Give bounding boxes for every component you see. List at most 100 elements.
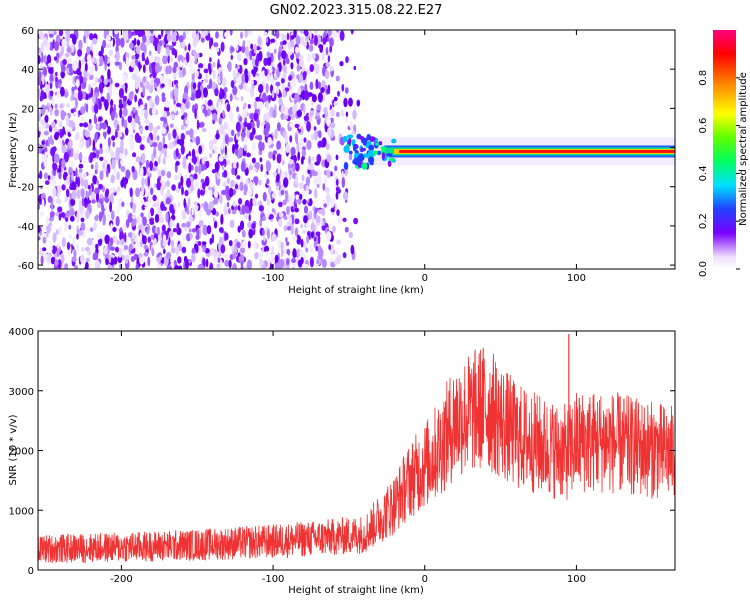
spectrogram-cell [285, 143, 290, 154]
spectrogram-cell [260, 163, 264, 173]
colorbar-label: Normalized spectral amplitude [738, 72, 749, 226]
spectrogram-cell [232, 201, 237, 207]
spectrogram-cell [263, 113, 266, 122]
spectrogram-cell [170, 239, 175, 249]
spectrogram-cell [78, 59, 82, 71]
carrier-turbulence [346, 134, 354, 139]
spectrogram-cell [201, 156, 205, 165]
spectrogram-cell [299, 30, 304, 34]
spectrogram-cell [266, 178, 270, 185]
spectrogram-cell [62, 59, 67, 66]
spectrogram-cell [141, 234, 146, 245]
spectrogram-cell [254, 108, 259, 114]
spectrogram-cell [234, 238, 238, 244]
spectrogram-cell [114, 172, 118, 181]
spectrogram-cell [48, 62, 53, 67]
spectrogram-cell [249, 86, 255, 98]
spectrogram-cell [266, 100, 269, 110]
spectrogram-cell [170, 123, 174, 129]
spectrogram-cell [187, 196, 191, 208]
carrier-turbulence [391, 138, 397, 144]
spectrogram-cell [192, 37, 198, 48]
spectrogram-cell [281, 65, 286, 71]
spectrogram-cell [79, 122, 84, 127]
colorbar-tick-label: 0.4 [698, 165, 709, 181]
spectrogram-cell [282, 199, 287, 206]
spectrogram-cell [76, 176, 81, 188]
spectrogram-cell [48, 33, 54, 38]
spectrogram-cell [201, 246, 206, 252]
spectrogram-cell [219, 71, 223, 82]
spectrogram-cell [290, 112, 295, 120]
carrier-turbulence [360, 147, 364, 153]
spectrogram-cell [230, 179, 235, 188]
spectrogram-cell [59, 103, 63, 109]
spectrogram-cell [236, 44, 239, 52]
spectrogram-cell [235, 96, 240, 101]
spectrogram-cell [84, 30, 90, 39]
spectrogram-cell [219, 124, 225, 135]
spectrogram-cell [326, 230, 332, 241]
spectrogram-cell [282, 40, 287, 45]
spectrogram-cell [295, 35, 301, 46]
spectrogram-cell [196, 119, 200, 130]
spectrogram-cell [115, 215, 120, 227]
spectrogram-cell [314, 35, 318, 46]
spectrogram-cell [348, 97, 353, 107]
spectrogram-cell [296, 109, 302, 118]
spectrogram-cell [63, 151, 69, 163]
spectrogram-cell [289, 122, 295, 128]
spectrogram-cell [73, 249, 77, 258]
spectrogram-cell [343, 97, 348, 108]
spectrogram-panel: -200 -100 0 100 60 40 20 0 -20 -40 -60 Height of … [8, 26, 676, 296]
spectrogram-cell [38, 225, 41, 233]
spectrogram-cell [249, 112, 254, 120]
spectrogram-cell [259, 157, 263, 163]
spectrogram-cell [265, 83, 269, 94]
y-tick-label: 3000 [9, 387, 34, 398]
spectrogram-cell [54, 103, 58, 109]
spectrogram-cell [52, 162, 58, 171]
snr-x-ticks: -200 -100 0 100 [110, 331, 586, 585]
spectrogram-cell [349, 120, 353, 130]
spectrogram-cell [191, 228, 197, 233]
spectrogram-cell [328, 30, 332, 37]
spectrogram-cell [52, 232, 57, 244]
spectrogram-cell [116, 124, 120, 132]
spectrogram-cell [127, 232, 133, 238]
spectrogram-cell [70, 147, 74, 158]
spectrogram-cell [89, 33, 94, 41]
spectrogram-cell [71, 190, 77, 200]
spectrogram-cell [49, 106, 53, 116]
spectrogram-cell [244, 73, 249, 84]
spectrogram-cell [87, 192, 91, 197]
spectrogram-cell [72, 236, 76, 244]
spectrogram-cell [208, 201, 214, 211]
spectrogram-cell [233, 188, 236, 196]
spectrogram-cell [236, 106, 240, 113]
spectrogram-cell [198, 52, 203, 58]
spectrogram-cell [172, 31, 178, 37]
spectrogram-cell [194, 243, 198, 250]
spectrogram-cell [221, 189, 227, 196]
spectrogram-cell [58, 246, 61, 253]
spectrogram-cell [96, 123, 100, 131]
spectrogram-cell [255, 243, 260, 249]
spectrogram-cell [318, 208, 323, 215]
spectrogram-cell [110, 99, 114, 107]
spectrogram-cell [41, 198, 45, 209]
spectrogram-cell [231, 205, 235, 211]
spectrogram-cell [240, 131, 246, 138]
spectrogram-cell [151, 106, 157, 116]
spectrogram-cell [163, 147, 167, 158]
spectrogram-cell [323, 32, 326, 39]
spectrogram-cell [41, 153, 45, 163]
spectrogram-cell [263, 127, 269, 137]
spectrogram-cell [206, 208, 211, 216]
spectrogram-cell [271, 192, 276, 199]
spectrogram-cell [150, 75, 154, 87]
spectrogram-cell [257, 36, 263, 46]
spectrogram-cell [178, 182, 182, 189]
spectrogram-cell [304, 90, 310, 101]
spectrogram-cell [106, 168, 109, 178]
